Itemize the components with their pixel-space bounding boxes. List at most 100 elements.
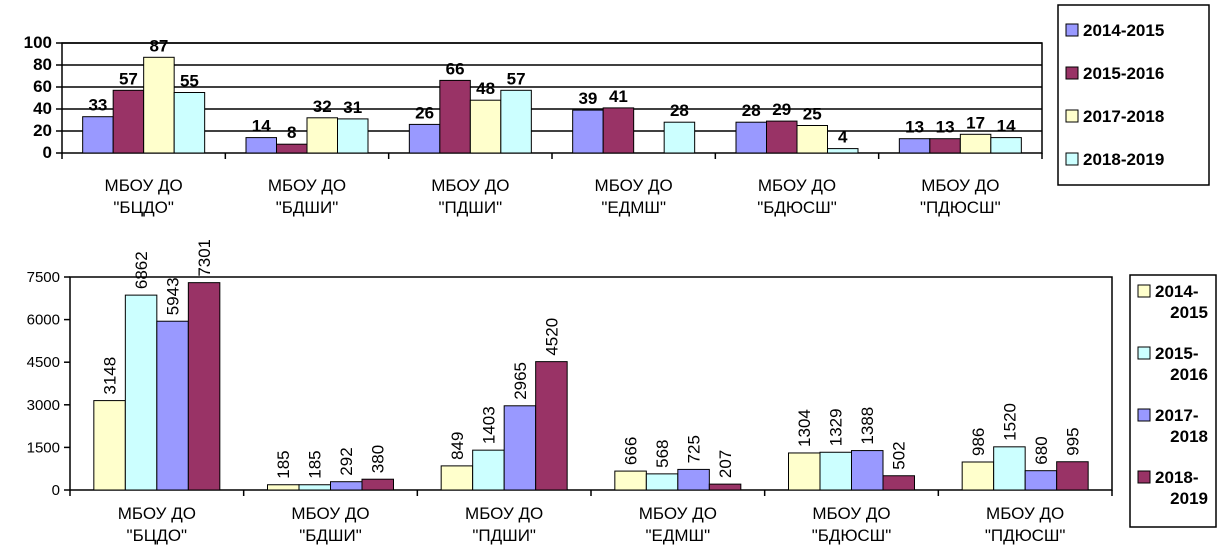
legend-label: 2018-2019	[1083, 150, 1164, 169]
bar	[503, 405, 537, 491]
bar	[614, 470, 647, 491]
legend-label: 2018-	[1155, 468, 1198, 487]
category-label: МБОУ ДО	[431, 176, 509, 195]
legend-box	[1129, 274, 1217, 528]
y-tick-label: 100	[24, 33, 52, 52]
bar	[851, 450, 884, 491]
bar	[408, 123, 441, 154]
data-label: 14	[997, 117, 1016, 136]
data-label: 28	[670, 101, 689, 120]
legend-label: 2014-	[1155, 282, 1198, 301]
bar	[766, 120, 798, 154]
bar	[173, 92, 206, 154]
data-label: 3148	[101, 357, 120, 395]
data-label: 33	[88, 96, 107, 115]
bar	[361, 478, 394, 491]
y-tick-label: 4500	[27, 354, 60, 371]
bar	[267, 484, 300, 491]
data-label: 87	[149, 36, 168, 55]
bar	[708, 483, 742, 491]
data-label: 1388	[858, 407, 877, 445]
data-label: 185	[306, 450, 325, 478]
data-label: 680	[1032, 436, 1051, 464]
data-label: 8	[287, 123, 296, 142]
data-label: 292	[337, 447, 356, 475]
bar	[788, 452, 821, 491]
category-label: "ПДШИ"	[472, 526, 536, 545]
chart-attendance-bottom: 0 1500 3000 4500 6000 7500 3148 6862 5943 7301 МБО…	[27, 240, 1217, 545]
y-tick-label: 7500	[27, 269, 60, 286]
data-label: 849	[448, 432, 467, 460]
plot-area-frame	[69, 276, 1113, 491]
data-label: 502	[890, 441, 909, 469]
data-label: 725	[685, 435, 704, 463]
data-label: 48	[476, 79, 495, 98]
bar	[882, 475, 915, 491]
data-label: 57	[507, 69, 526, 88]
data-label: 6862	[132, 251, 151, 289]
data-label: 666	[622, 437, 641, 465]
legend-swatch	[1065, 109, 1079, 123]
bar	[337, 118, 369, 154]
bar	[572, 109, 604, 154]
bar	[959, 133, 992, 154]
y-tick-label: 20	[33, 121, 52, 140]
category-label: "ПДШИ"	[439, 198, 503, 217]
bar	[645, 473, 679, 491]
category-label: МБОУ ДО	[639, 504, 717, 523]
bar	[112, 89, 145, 154]
category-label: "ЕДМШ"	[601, 198, 666, 217]
data-label: 17	[966, 113, 985, 132]
category-label: "ПДЮСШ"	[985, 526, 1066, 545]
data-label: 25	[803, 105, 822, 124]
y-tick-label: 80	[33, 55, 52, 74]
data-label: 380	[369, 445, 388, 473]
legend-label: 2016	[1170, 365, 1208, 384]
plot-area-frame	[61, 42, 1043, 154]
data-label: 26	[415, 103, 434, 122]
bar	[961, 461, 995, 491]
category-label: "БЦДО"	[127, 526, 188, 545]
category-label: МБОУ ДО	[758, 176, 836, 195]
bar	[1024, 470, 1058, 491]
bar	[535, 361, 568, 491]
category-label: "БЦДО"	[113, 198, 174, 217]
data-label: 57	[119, 69, 138, 88]
bar	[898, 138, 931, 154]
y-tick-label: 3000	[27, 397, 60, 414]
bar	[306, 117, 338, 154]
legend-swatch	[1065, 152, 1079, 166]
data-label: 4	[838, 128, 848, 147]
category-label: "БДШИ"	[299, 526, 362, 545]
legend-label: 2017-	[1155, 406, 1198, 425]
legend-swatch	[1137, 408, 1151, 422]
category-label: "ПДЮСШ"	[920, 198, 1001, 217]
legend-label: 2014-2015	[1083, 21, 1164, 40]
category-label: МБОУ ДО	[921, 176, 999, 195]
category-label: "БДШИ"	[276, 198, 339, 217]
category-label: МБОУ ДО	[986, 504, 1064, 523]
category-label: МБОУ ДО	[291, 504, 369, 523]
y-tick-label: 0	[43, 143, 52, 162]
data-label: 5943	[164, 277, 183, 315]
bar	[663, 121, 696, 154]
data-label: 29	[772, 100, 791, 119]
category-label: "БДЮСШ"	[757, 198, 837, 217]
category-label: МБОУ ДО	[595, 176, 673, 195]
bar	[82, 116, 114, 154]
bar	[993, 446, 1026, 491]
legend-swatch	[1065, 66, 1079, 80]
data-label: 55	[180, 72, 199, 91]
bar	[677, 468, 710, 491]
y-tick-label: 60	[33, 77, 52, 96]
bar	[1056, 461, 1089, 491]
bar	[819, 451, 852, 491]
bar	[735, 121, 767, 154]
chart-attendance-top: 0 20 40 60 80 100 33 57 87 55 МБОУ ДО "БЦДО" 14 8 32 31…	[24, 4, 1210, 217]
legend-label: 2015-	[1155, 344, 1198, 363]
category-label: "БДЮСШ"	[812, 526, 892, 545]
data-label: 28	[742, 101, 761, 120]
category-label: МБОУ ДО	[105, 176, 183, 195]
legend-swatch	[1065, 23, 1079, 37]
bar	[298, 484, 331, 491]
